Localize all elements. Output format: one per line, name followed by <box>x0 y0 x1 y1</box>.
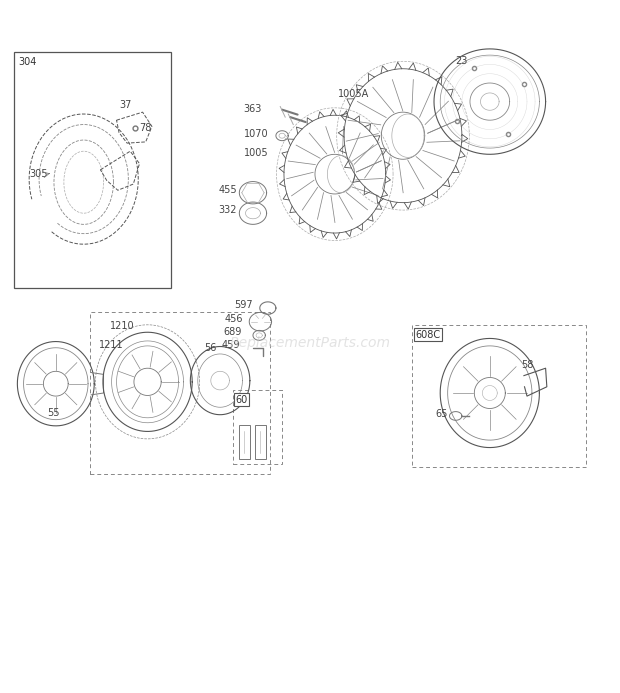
Text: 305: 305 <box>30 169 48 179</box>
Text: 56: 56 <box>205 343 217 353</box>
Bar <box>90 313 270 473</box>
Text: ReplacementParts.com: ReplacementParts.com <box>229 336 391 351</box>
Text: 60: 60 <box>236 395 248 405</box>
Text: 597: 597 <box>234 300 253 310</box>
Text: 332: 332 <box>218 205 237 216</box>
Text: 608C: 608C <box>415 330 441 340</box>
Text: 1070: 1070 <box>244 129 268 139</box>
Text: 58: 58 <box>521 360 533 370</box>
Text: 23: 23 <box>455 56 467 67</box>
Text: 78: 78 <box>139 123 151 133</box>
Bar <box>232 390 282 464</box>
Text: 455: 455 <box>218 185 237 195</box>
Text: 1005: 1005 <box>244 148 268 157</box>
Text: 689: 689 <box>223 327 242 337</box>
Text: 304: 304 <box>19 57 37 67</box>
Text: 363: 363 <box>244 104 262 114</box>
Bar <box>14 52 170 288</box>
Text: 456: 456 <box>224 314 243 324</box>
Text: 1005A: 1005A <box>338 89 369 99</box>
Text: 1211: 1211 <box>99 340 124 350</box>
Text: 37: 37 <box>119 100 131 110</box>
Bar <box>412 325 586 467</box>
Bar <box>239 426 250 459</box>
Text: 1210: 1210 <box>110 321 135 331</box>
Text: 55: 55 <box>47 408 60 418</box>
Bar <box>255 426 266 459</box>
Text: 65: 65 <box>435 409 448 419</box>
Text: 459: 459 <box>222 340 241 350</box>
